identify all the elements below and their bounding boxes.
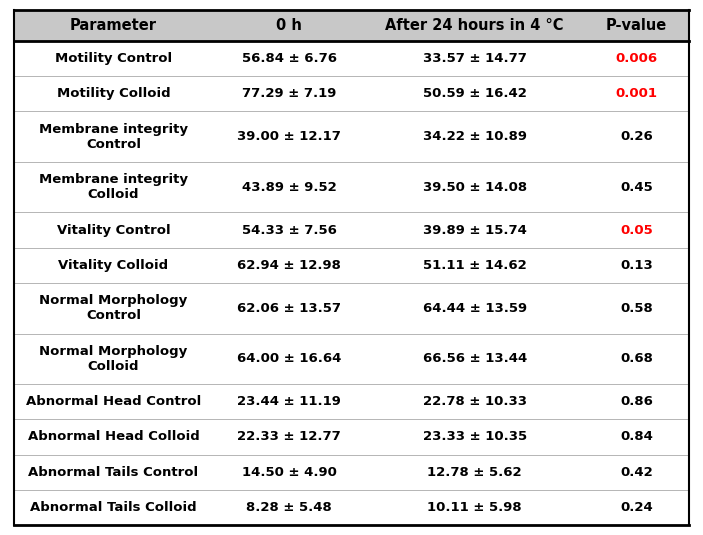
Text: 39.00 ± 12.17: 39.00 ± 12.17: [237, 130, 341, 143]
Text: 0.68: 0.68: [620, 353, 653, 365]
Text: 77.29 ± 7.19: 77.29 ± 7.19: [242, 87, 336, 100]
Text: Normal Morphology
Colloid: Normal Morphology Colloid: [39, 345, 188, 373]
Text: 39.50 ± 14.08: 39.50 ± 14.08: [423, 181, 527, 194]
Bar: [14, 384, 689, 419]
Text: Abnormal Head Colloid: Abnormal Head Colloid: [27, 431, 200, 444]
Text: 62.94 ± 12.98: 62.94 ± 12.98: [237, 259, 341, 272]
Bar: [14, 76, 689, 111]
Text: 0.05: 0.05: [620, 224, 653, 236]
Text: 0.001: 0.001: [616, 87, 658, 100]
Bar: [14, 333, 689, 384]
Bar: [14, 162, 689, 212]
Text: After 24 hours in 4 °C: After 24 hours in 4 °C: [385, 18, 564, 33]
Text: Abnormal Tails Control: Abnormal Tails Control: [29, 465, 199, 479]
Bar: [14, 490, 689, 525]
Text: 39.89 ± 15.74: 39.89 ± 15.74: [423, 224, 527, 236]
Text: 10.11 ± 5.98: 10.11 ± 5.98: [427, 501, 522, 514]
Text: Vitality Control: Vitality Control: [57, 224, 170, 236]
Text: 23.44 ± 11.19: 23.44 ± 11.19: [237, 395, 341, 408]
Text: 50.59 ± 16.42: 50.59 ± 16.42: [423, 87, 527, 100]
Text: 66.56 ± 13.44: 66.56 ± 13.44: [423, 353, 527, 365]
Text: 0.86: 0.86: [620, 395, 653, 408]
Bar: [14, 41, 689, 76]
Text: Motility Control: Motility Control: [55, 52, 172, 65]
Bar: [14, 419, 689, 455]
Text: 64.00 ± 16.64: 64.00 ± 16.64: [237, 353, 341, 365]
Text: Parameter: Parameter: [70, 18, 157, 33]
Bar: [14, 111, 689, 162]
Bar: [14, 212, 689, 248]
Text: Abnormal Head Control: Abnormal Head Control: [26, 395, 201, 408]
Text: 0.13: 0.13: [620, 259, 653, 272]
Bar: [14, 283, 689, 333]
Text: 8.28 ± 5.48: 8.28 ± 5.48: [246, 501, 332, 514]
Text: Vitality Colloid: Vitality Colloid: [58, 259, 169, 272]
Text: 64.44 ± 13.59: 64.44 ± 13.59: [423, 302, 527, 315]
Text: 22.33 ± 12.77: 22.33 ± 12.77: [237, 431, 341, 444]
Bar: [14, 248, 689, 283]
Text: Abnormal Tails Colloid: Abnormal Tails Colloid: [30, 501, 197, 514]
Text: 43.89 ± 9.52: 43.89 ± 9.52: [242, 181, 337, 194]
Text: 34.22 ± 10.89: 34.22 ± 10.89: [423, 130, 527, 143]
Text: 0.58: 0.58: [620, 302, 653, 315]
Text: Normal Morphology
Control: Normal Morphology Control: [39, 294, 188, 322]
Text: 0.006: 0.006: [616, 52, 658, 65]
Text: P-value: P-value: [606, 18, 667, 33]
Text: 54.33 ± 7.56: 54.33 ± 7.56: [242, 224, 337, 236]
Text: Membrane integrity
Colloid: Membrane integrity Colloid: [39, 173, 188, 201]
Text: 33.57 ± 14.77: 33.57 ± 14.77: [423, 52, 527, 65]
Text: 14.50 ± 4.90: 14.50 ± 4.90: [242, 465, 337, 479]
Text: 62.06 ± 13.57: 62.06 ± 13.57: [237, 302, 341, 315]
Bar: [14, 455, 689, 490]
Text: 0.24: 0.24: [620, 501, 653, 514]
Text: 51.11 ± 14.62: 51.11 ± 14.62: [423, 259, 527, 272]
Text: 12.78 ± 5.62: 12.78 ± 5.62: [427, 465, 522, 479]
Text: 0 h: 0 h: [276, 18, 302, 33]
Text: 0.26: 0.26: [620, 130, 653, 143]
Text: 0.42: 0.42: [620, 465, 653, 479]
Text: Motility Colloid: Motility Colloid: [57, 87, 170, 100]
Text: 0.84: 0.84: [620, 431, 653, 444]
Text: 56.84 ± 6.76: 56.84 ± 6.76: [242, 52, 337, 65]
Text: Membrane integrity
Control: Membrane integrity Control: [39, 123, 188, 150]
Text: 23.33 ± 10.35: 23.33 ± 10.35: [423, 431, 527, 444]
Bar: [14, 10, 689, 41]
Text: 0.45: 0.45: [620, 181, 653, 194]
Text: 22.78 ± 10.33: 22.78 ± 10.33: [423, 395, 527, 408]
